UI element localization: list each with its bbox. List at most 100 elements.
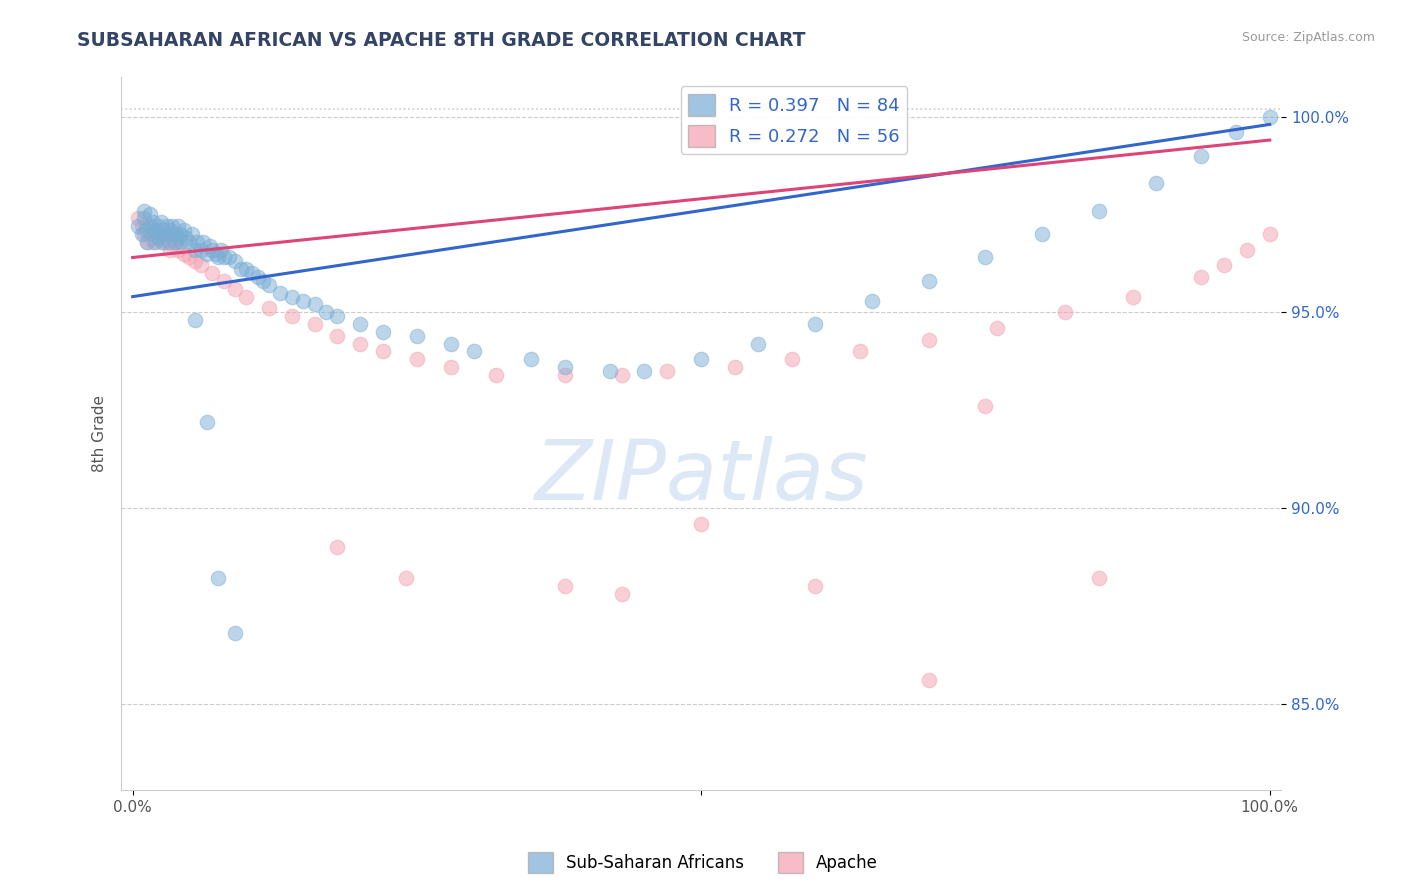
Point [184, 243, 207, 257]
Point [131, 219, 153, 234]
Point [162, 227, 184, 241]
Point [184, 254, 207, 268]
Point [135, 219, 157, 234]
Point [610, 368, 633, 382]
Point [159, 223, 181, 237]
Point [195, 415, 218, 429]
Point [127, 211, 149, 226]
Point [136, 235, 159, 249]
Point [191, 235, 214, 249]
Point [201, 266, 224, 280]
Point [207, 572, 229, 586]
Point [162, 219, 184, 234]
Point [747, 336, 769, 351]
Point [690, 352, 713, 367]
Point [1258, 110, 1281, 124]
Point [156, 227, 179, 241]
Point [190, 243, 212, 257]
Y-axis label: 8th Grade: 8th Grade [93, 395, 107, 472]
Point [257, 301, 280, 316]
Point [127, 219, 149, 234]
Point [143, 223, 166, 237]
Point [917, 673, 939, 688]
Point [169, 227, 191, 241]
Point [485, 368, 508, 382]
Point [138, 207, 160, 221]
Point [257, 277, 280, 292]
Point [143, 235, 166, 249]
Point [281, 309, 304, 323]
Point [405, 328, 427, 343]
Point [292, 293, 315, 308]
Point [167, 219, 190, 234]
Point [132, 203, 155, 218]
Point [132, 211, 155, 226]
Point [804, 317, 827, 331]
Point [405, 352, 427, 367]
Point [633, 364, 655, 378]
Point [849, 344, 872, 359]
Point [1191, 149, 1213, 163]
Point [252, 274, 274, 288]
Point [371, 325, 394, 339]
Point [165, 235, 187, 249]
Point [1144, 176, 1167, 190]
Point [229, 262, 252, 277]
Text: Source: ZipAtlas.com: Source: ZipAtlas.com [1241, 31, 1375, 45]
Point [224, 254, 246, 268]
Point [917, 274, 939, 288]
Point [1088, 572, 1111, 586]
Point [173, 223, 195, 237]
Point [1236, 243, 1258, 257]
Point [142, 235, 165, 249]
Point [207, 251, 229, 265]
Legend: Sub-Saharan Africans, Apache: Sub-Saharan Africans, Apache [522, 846, 884, 880]
Point [349, 317, 371, 331]
Point [463, 344, 485, 359]
Point [917, 333, 939, 347]
Point [162, 227, 184, 241]
Point [240, 266, 263, 280]
Point [138, 227, 160, 241]
Point [440, 336, 463, 351]
Point [1088, 203, 1111, 218]
Point [246, 270, 269, 285]
Point [163, 235, 186, 249]
Point [212, 251, 235, 265]
Point [304, 297, 326, 311]
Point [974, 399, 997, 413]
Point [326, 309, 349, 323]
Point [554, 368, 576, 382]
Point [142, 215, 165, 229]
Point [138, 219, 160, 234]
Point [224, 282, 246, 296]
Point [554, 579, 576, 593]
Point [174, 231, 197, 245]
Point [212, 274, 235, 288]
Point [184, 313, 207, 327]
Point [860, 293, 883, 308]
Point [610, 587, 633, 601]
Point [1213, 258, 1236, 272]
Point [690, 516, 713, 531]
Point [143, 223, 166, 237]
Point [173, 246, 195, 260]
Point [201, 243, 224, 257]
Point [157, 235, 180, 249]
Point [209, 243, 232, 257]
Point [780, 352, 803, 367]
Point [519, 352, 541, 367]
Point [269, 285, 291, 300]
Point [156, 219, 179, 234]
Point [281, 290, 304, 304]
Point [394, 572, 416, 586]
Point [440, 360, 463, 375]
Point [141, 227, 163, 241]
Point [153, 223, 176, 237]
Point [326, 540, 349, 554]
Point [148, 231, 170, 245]
Point [326, 328, 349, 343]
Point [599, 364, 621, 378]
Point [150, 215, 173, 229]
Point [152, 235, 174, 249]
